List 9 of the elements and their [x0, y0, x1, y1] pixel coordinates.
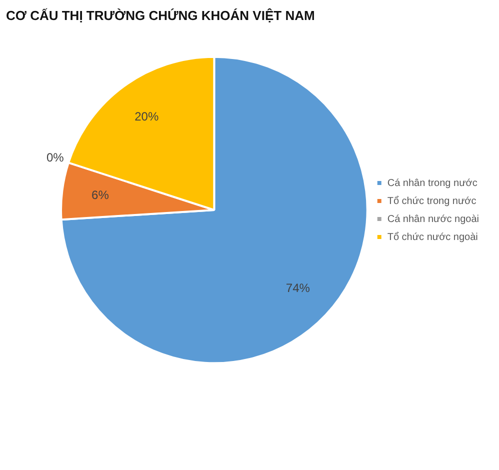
legend-label: Tổ chức trong nước: [387, 194, 476, 207]
text: 0%: [46, 150, 64, 165]
legend-label: Cá nhân trong nước: [387, 178, 478, 189]
legend-label: Cá nhân nước ngoài: [387, 214, 480, 225]
legend-label: Tổ chức nước ngoài: [387, 230, 478, 243]
data-label: 20%: [134, 109, 159, 124]
data-label: 74%: [286, 280, 310, 295]
chart-title: CƠ CẤU THỊ TRƯỜNG CHỨNG KHOÁN VIỆT NAM: [6, 8, 315, 23]
data-label: 6%: [92, 188, 110, 202]
